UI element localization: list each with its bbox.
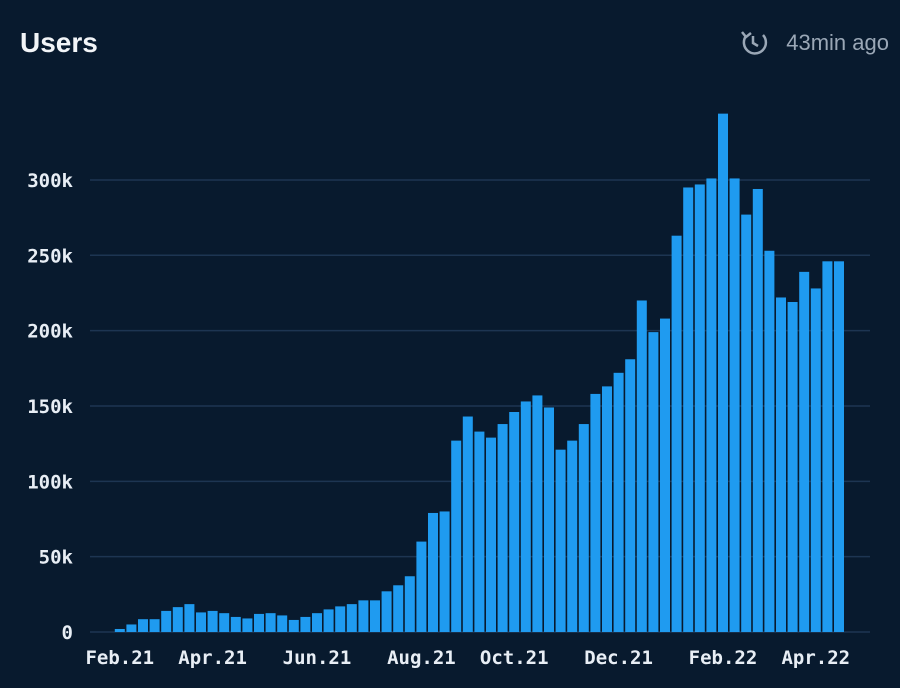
- bar: [323, 609, 334, 632]
- bar: [300, 616, 311, 632]
- bar: [172, 607, 183, 632]
- bar: [138, 619, 148, 632]
- bar: [683, 187, 694, 632]
- bar: [416, 541, 427, 632]
- bar: [404, 576, 415, 632]
- y-tick-label: 250k: [27, 245, 73, 267]
- bar: [520, 401, 531, 632]
- bar: [230, 616, 241, 632]
- bar: [462, 416, 473, 632]
- y-tick-label: 100k: [27, 471, 73, 493]
- bar: [486, 437, 496, 632]
- bar: [555, 449, 566, 632]
- bar: [358, 600, 369, 632]
- bar: [114, 628, 125, 632]
- bar: [671, 235, 682, 632]
- bar: [381, 591, 392, 632]
- bar: [776, 297, 786, 632]
- y-tick-label: 150k: [27, 396, 73, 418]
- bar: [694, 184, 705, 632]
- bar: [741, 214, 752, 632]
- x-tick-label: Feb.22: [689, 647, 758, 669]
- bar: [578, 424, 589, 632]
- bar: [242, 618, 253, 632]
- bar: [184, 604, 195, 632]
- refresh-icon: [741, 31, 768, 55]
- bar: [625, 359, 636, 632]
- bar: [509, 411, 520, 632]
- bar: [393, 585, 404, 632]
- bar: [567, 440, 578, 632]
- bar: [254, 613, 264, 632]
- bar: [799, 271, 810, 632]
- bar: [834, 261, 844, 632]
- x-tick-label: Apr.22: [781, 647, 850, 669]
- bar: [439, 511, 450, 632]
- bar: [706, 178, 717, 632]
- bar: [718, 113, 728, 633]
- bar: [532, 395, 543, 632]
- bar: [822, 261, 833, 632]
- updated-time: 43min ago: [786, 30, 889, 55]
- x-tick-label: Oct.21: [480, 647, 549, 669]
- bar: [346, 604, 357, 632]
- x-tick-label: Dec.21: [584, 647, 653, 669]
- bar: [149, 619, 160, 632]
- bar: [277, 615, 288, 632]
- bar: [312, 613, 322, 632]
- y-tick-label: 50k: [39, 547, 74, 569]
- bar: [126, 624, 137, 632]
- x-tick-label: Jun.21: [283, 647, 352, 669]
- x-tick-label: Feb.21: [85, 647, 154, 669]
- bar: [636, 300, 647, 632]
- bar: [428, 512, 438, 632]
- bar: [787, 301, 798, 632]
- bar: [544, 407, 554, 632]
- bar: [729, 178, 740, 632]
- bar: [602, 386, 612, 632]
- bar: [219, 613, 230, 632]
- bar: [660, 318, 670, 632]
- bar: [288, 619, 299, 632]
- bar: [207, 610, 218, 632]
- x-tick-label: Aug.21: [387, 647, 456, 669]
- bar: [196, 612, 206, 632]
- chart-title: Users: [20, 27, 98, 58]
- bar: [752, 188, 763, 632]
- bar: [590, 393, 601, 632]
- y-tick-label: 300k: [27, 170, 73, 192]
- bar: [810, 288, 821, 632]
- bar: [648, 332, 659, 632]
- bar: [497, 424, 508, 632]
- x-tick-label: Apr.21: [178, 647, 247, 669]
- bar: [265, 613, 276, 632]
- bar: [451, 440, 462, 632]
- bar: [474, 431, 485, 632]
- bar: [764, 250, 775, 632]
- bar: [335, 606, 346, 632]
- y-tick-label: 0: [62, 622, 73, 644]
- bar: [370, 600, 380, 632]
- y-tick-label: 200k: [27, 321, 73, 343]
- bar: [161, 610, 172, 632]
- bar: [613, 372, 624, 632]
